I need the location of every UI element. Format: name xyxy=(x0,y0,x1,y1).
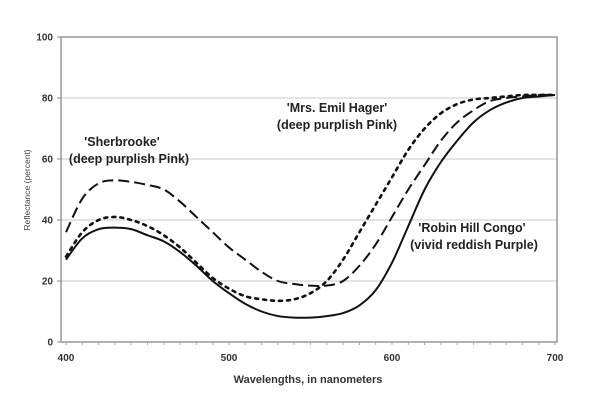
annotation-hager-color: (deep purplish Pink) xyxy=(277,118,397,132)
y-tick-label: 100 xyxy=(36,33,53,44)
y-tick-label: 60 xyxy=(42,155,54,166)
x-tick-label: 600 xyxy=(384,353,401,364)
y-tick-labels: 0 20 40 60 80 100 xyxy=(36,33,53,349)
annotation-sherbrooke-name: 'Sherbrooke' xyxy=(84,135,159,149)
y-tick-label: 0 xyxy=(47,338,53,349)
axes xyxy=(57,36,558,345)
annotation-congo-color: (vivid reddish Purple) xyxy=(410,238,538,252)
data-series xyxy=(64,93,557,319)
annotation-congo-name: 'Robin Hill Congo' xyxy=(418,221,525,235)
y-axis-title: Reflectance (percent) xyxy=(22,149,32,230)
x-axis-title: Wavelengths, in nanometers xyxy=(234,374,383,386)
x-tick-label: 500 xyxy=(221,353,238,364)
y-tick-label: 80 xyxy=(42,94,54,105)
series-line-1 xyxy=(64,93,557,303)
series-line-0 xyxy=(65,93,556,287)
y-tick-label: 20 xyxy=(42,277,54,288)
annotation-hager-name: 'Mrs. Emil Hager' xyxy=(287,101,387,115)
series-line-2 xyxy=(65,93,556,319)
annotation-sherbrooke-color: (deep purplish Pink) xyxy=(69,152,189,166)
gridlines xyxy=(61,97,557,282)
plot-frame xyxy=(60,36,558,343)
x-tick-labels: 400 500 600 700 xyxy=(58,353,564,364)
x-tick-label: 400 xyxy=(58,353,75,364)
y-tick-label: 40 xyxy=(42,216,54,227)
x-tick-label: 700 xyxy=(547,353,564,364)
